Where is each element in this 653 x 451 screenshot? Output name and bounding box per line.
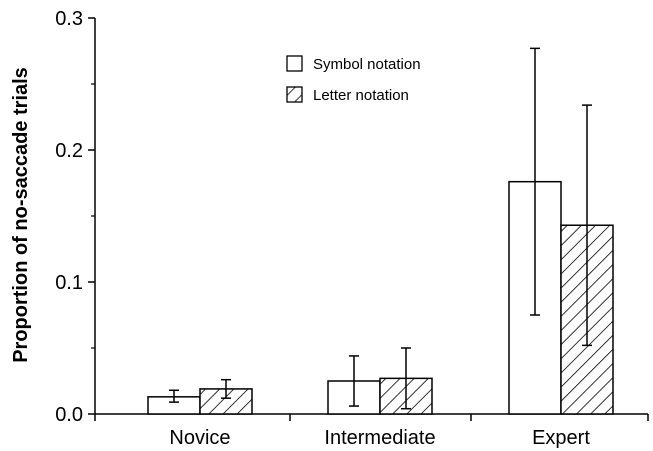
error-bar — [401, 347, 411, 410]
y-tick-label: 0.3 — [55, 8, 83, 30]
x-tick-label: Novice — [169, 427, 230, 449]
x-tick-label: Expert — [532, 427, 590, 449]
error-bar — [530, 47, 540, 316]
x-tick-label: Intermediate — [324, 427, 435, 449]
y-axis-label: Proportion of no-saccade trials — [10, 67, 32, 363]
error-bars — [169, 47, 592, 410]
legend: Symbol notation Letter notation — [286, 55, 421, 104]
legend-swatch-symbol-notation — [286, 55, 303, 72]
legend-label-letter-notation: Letter notation — [313, 87, 409, 104]
bars — [147, 180, 614, 415]
legend-label-symbol-notation: Symbol notation — [313, 56, 421, 73]
y-tick-label: 0.2 — [55, 140, 83, 162]
legend-swatch-letter-notation — [286, 86, 303, 103]
y-tick-label: 0.1 — [55, 272, 83, 294]
y-tick-label: 0.0 — [55, 404, 83, 426]
error-bar — [169, 389, 179, 403]
error-bar — [221, 378, 231, 399]
axes: 0.0 0.1 0.2 0.3 Novice Intermediate Expert — [55, 8, 649, 449]
error-bar — [582, 104, 592, 347]
error-bar — [349, 355, 359, 407]
